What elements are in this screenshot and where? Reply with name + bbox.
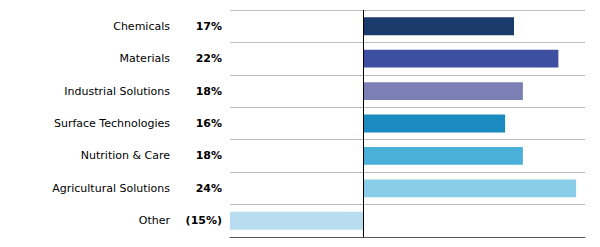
svg-text:Nutrition & Care: Nutrition & Care bbox=[81, 149, 170, 162]
svg-text:Chemicals: Chemicals bbox=[113, 20, 170, 33]
svg-text:18%: 18% bbox=[196, 149, 222, 162]
svg-text:17%: 17% bbox=[196, 20, 222, 33]
svg-text:16%: 16% bbox=[196, 117, 222, 130]
svg-text:Surface Technologies: Surface Technologies bbox=[54, 117, 170, 130]
svg-text:Other: Other bbox=[139, 214, 171, 227]
svg-text:18%: 18% bbox=[196, 85, 222, 98]
svg-text:Industrial Solutions: Industrial Solutions bbox=[64, 85, 170, 98]
svg-text:Agricultural Solutions: Agricultural Solutions bbox=[52, 182, 170, 195]
svg-text:(15%): (15%) bbox=[186, 214, 222, 227]
svg-text:24%: 24% bbox=[196, 182, 222, 195]
svg-text:22%: 22% bbox=[196, 52, 222, 65]
svg-text:Materials: Materials bbox=[120, 52, 171, 65]
